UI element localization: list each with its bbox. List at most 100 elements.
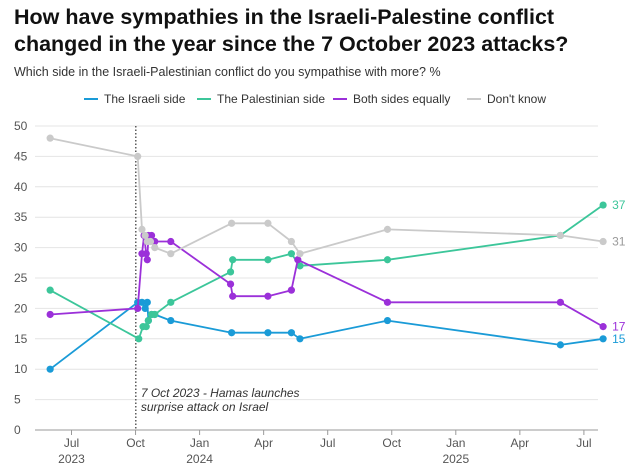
series-3-point-1 [134, 152, 142, 160]
y-tick-label-35: 35 [14, 210, 28, 224]
series-0-point-2 [138, 298, 146, 306]
series-1-point-8 [226, 268, 235, 276]
series-3-point-14 [599, 237, 607, 246]
series-3-point-0 [46, 134, 54, 142]
series-1-point-9 [229, 256, 237, 264]
series-1-point-3 [142, 323, 150, 331]
y-tick-label-20: 20 [14, 301, 28, 315]
series-0-point-10 [264, 329, 272, 337]
legend-swatch-israeli [84, 97, 98, 100]
series-0-point-13 [383, 316, 392, 325]
series-1-point-7 [167, 298, 175, 306]
series-1-point-4 [144, 316, 152, 325]
y-tick-label-25: 25 [14, 271, 28, 285]
legend-item-israeli: The Israeli side [84, 92, 185, 106]
series-3-point-9 [264, 219, 272, 227]
x-tick-year-6: 2025 [442, 452, 469, 466]
legend-swatch-both [333, 97, 347, 100]
legend-label-palestinian: The Palestinian side [217, 92, 326, 106]
series-3-point-5 [146, 237, 155, 246]
series-3-point-10 [287, 237, 296, 246]
series-3-point-2 [138, 225, 146, 233]
legend-swatch-dont-know [467, 97, 481, 100]
series-1-point-0 [46, 286, 54, 294]
y-tick-label-15: 15 [14, 332, 28, 346]
y-tick-label-10: 10 [14, 362, 28, 376]
end-label-series-0: 15 [612, 332, 626, 346]
series-3-point-3 [141, 231, 149, 240]
series-2-point-14 [294, 256, 302, 264]
series-3-point-8 [228, 219, 236, 227]
annotation-line-0: 7 Oct 2023 - Hamas launches [141, 386, 300, 400]
series-0-point-3 [141, 304, 149, 312]
series-2-point-16 [556, 298, 565, 306]
x-tick-label-4: Jul [320, 436, 335, 450]
series-3-point-11 [296, 250, 304, 258]
x-tick-label-0: Jul [64, 436, 79, 450]
series-3-point-13 [556, 231, 565, 240]
series-2-point-4 [142, 250, 150, 258]
x-tick-label-3: Apr [254, 436, 273, 450]
y-tick-label-5: 5 [14, 393, 21, 407]
series-1-point-6 [151, 310, 159, 319]
series-0-point-0 [46, 365, 54, 373]
end-label-series-1: 37 [612, 198, 626, 212]
series-0-point-8 [167, 316, 175, 325]
series-1-point-13 [383, 256, 392, 264]
series-3-point-7 [167, 250, 175, 258]
series-2-point-11 [229, 292, 237, 300]
x-tick-year-2: 2024 [186, 452, 213, 466]
series-2-point-13 [287, 286, 296, 294]
legend-label-israeli: The Israeli side [104, 92, 186, 106]
series-1-point-11 [287, 250, 296, 258]
legend-label-dont-know: Don't know [487, 92, 546, 106]
x-tick-year-0: 2023 [58, 452, 85, 466]
y-tick-label-30: 30 [14, 241, 28, 255]
series-2-point-7 [147, 231, 156, 240]
chart-subtitle: Which side in the Israeli-Palestinian co… [14, 65, 441, 79]
chart-title: How have sympathies in the Israeli-Pales… [14, 5, 569, 56]
series-1-point-12 [296, 262, 304, 270]
series-2-point-0 [46, 310, 54, 319]
annotation-line-1: surprise attack on Israel [141, 400, 269, 414]
series-line-1 [49, 204, 604, 340]
series-0-point-15 [599, 335, 607, 343]
series-0-point-14 [556, 341, 565, 349]
series-0-point-4 [143, 298, 151, 306]
y-tick-label-45: 45 [14, 149, 28, 163]
series-0-point-9 [228, 329, 236, 337]
end-label-series-2: 17 [612, 320, 626, 334]
series-3-point-12 [383, 225, 392, 233]
y-tick-label-50: 50 [14, 119, 28, 133]
series-2-point-17 [599, 323, 607, 331]
y-tick-label-0: 0 [14, 423, 21, 437]
legend-swatch-palestinian [197, 97, 211, 100]
x-tick-label-5: Oct [382, 436, 401, 450]
legend-item-dont-know: Don't know [467, 92, 546, 106]
legend-item-palestinian: The Palestinian side [197, 92, 325, 106]
series-3-point-6 [151, 244, 159, 252]
legend: The Israeli side The Palestinian side Bo… [0, 92, 629, 110]
x-tick-label-1: Oct [126, 436, 145, 450]
x-tick-label-7: Apr [511, 436, 530, 450]
y-tick-label-40: 40 [14, 180, 28, 194]
x-tick-label-2: Jan [190, 436, 209, 450]
x-tick-label-6: Jan [446, 436, 465, 450]
series-2-point-5 [143, 256, 151, 264]
series-1-point-15 [599, 201, 607, 209]
series-2-point-15 [383, 298, 392, 306]
x-tick-label-8: Jul [576, 436, 591, 450]
end-label-series-3: 31 [612, 235, 626, 249]
series-0-point-11 [287, 329, 296, 337]
series-2-point-1 [134, 304, 142, 312]
series-2-point-12 [264, 292, 272, 300]
series-2-point-10 [226, 280, 235, 288]
series-1-point-1 [135, 335, 143, 343]
series-0-point-12 [296, 335, 304, 343]
legend-label-both: Both sides equally [353, 92, 451, 106]
series-2-point-9 [167, 237, 175, 246]
legend-item-both: Both sides equally [333, 92, 450, 106]
series-1-point-10 [264, 256, 272, 264]
series-line-2 [50, 234, 604, 328]
